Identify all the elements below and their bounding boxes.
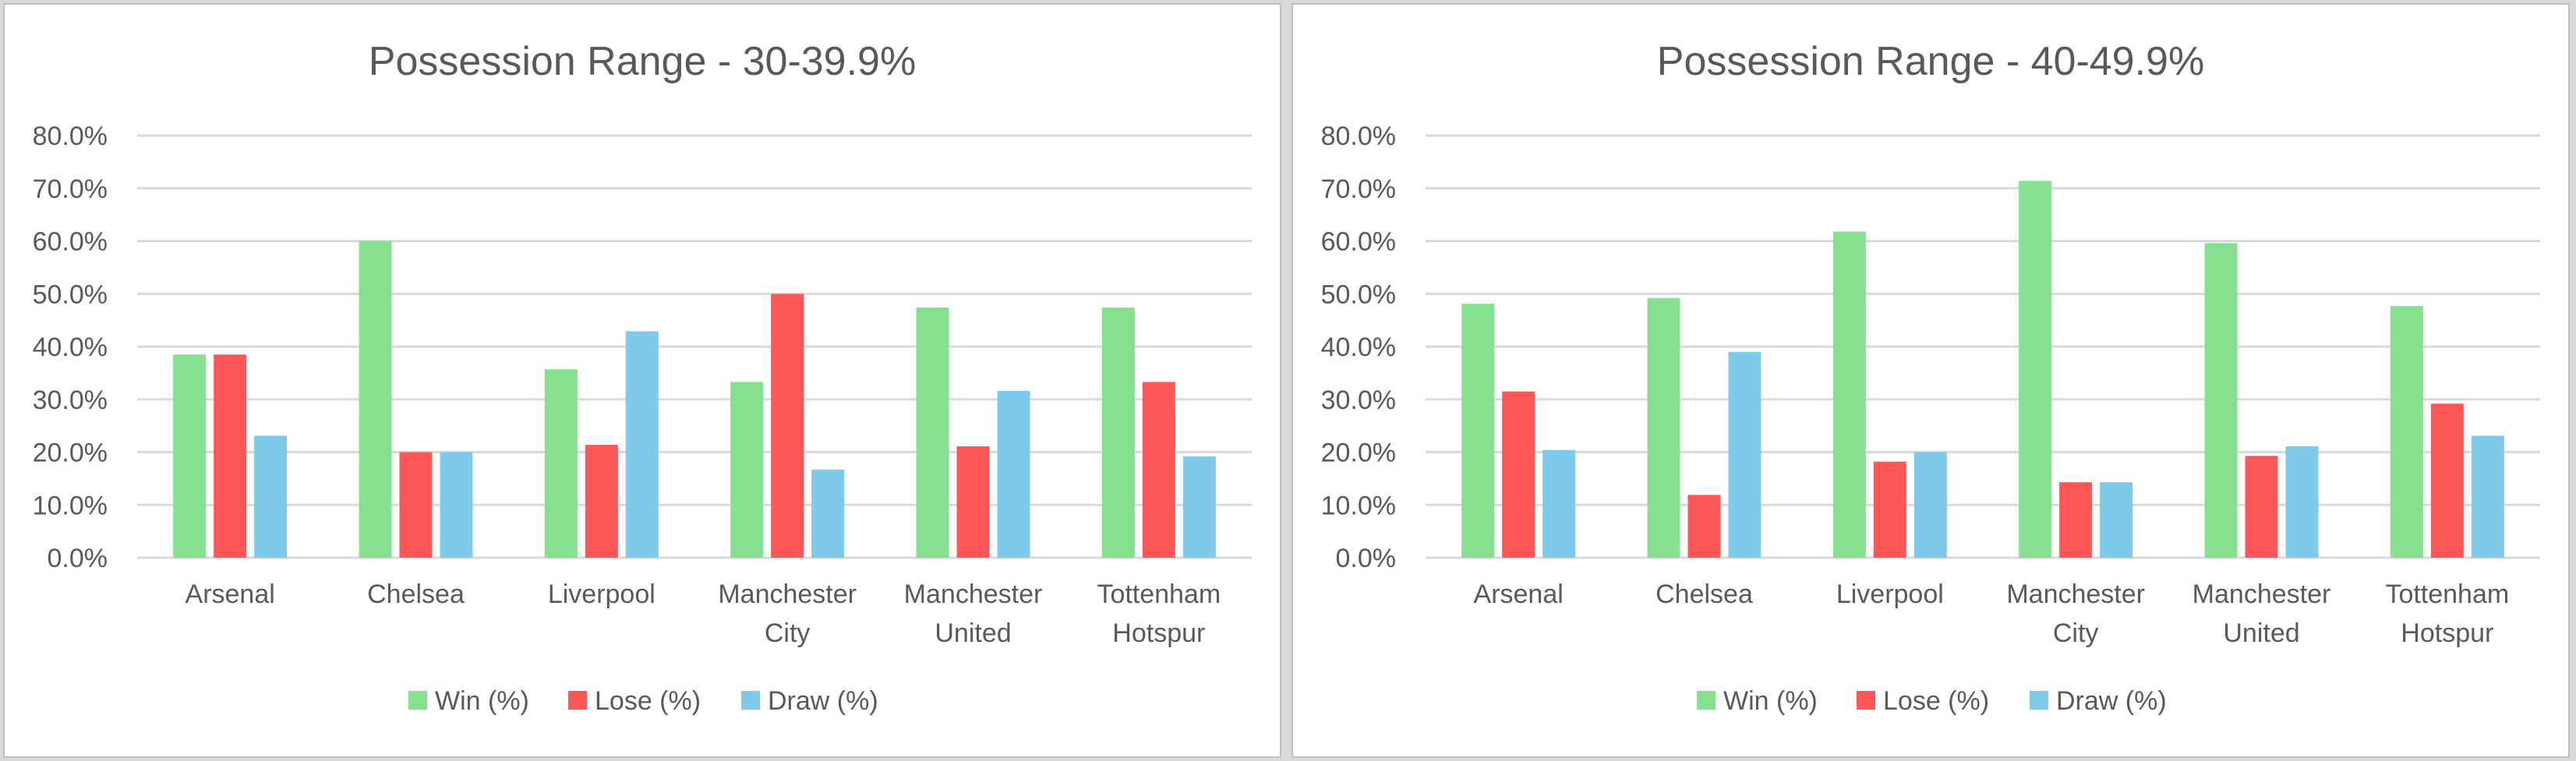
legend-label-win: Win (%) xyxy=(1723,686,1818,716)
bar-lose-liverpool xyxy=(1873,461,1906,558)
legend-label-draw: Draw (%) xyxy=(768,686,878,716)
y-tick-label: 0.0% xyxy=(1336,544,1397,573)
bar-lose-manchester-city xyxy=(2059,482,2093,558)
bar-draw-arsenal xyxy=(1542,449,1576,558)
x-category-label: Chelsea xyxy=(1655,580,1753,609)
bar-lose-manchester-city xyxy=(771,294,804,558)
legend-swatch-draw xyxy=(741,691,760,710)
bar-draw-manchester-city xyxy=(2100,482,2133,558)
chart-title: Possession Range - 30-39.9% xyxy=(369,39,916,84)
legend-swatch-win xyxy=(408,691,427,710)
bar-lose-arsenal xyxy=(1502,391,1535,558)
bar-draw-chelsea xyxy=(1728,351,1762,558)
y-tick-label: 40.0% xyxy=(33,333,108,362)
y-tick-label: 50.0% xyxy=(33,280,108,309)
y-tick-label: 20.0% xyxy=(1321,439,1396,468)
bar-lose-manchester-united xyxy=(956,446,990,558)
legend-swatch-lose xyxy=(1857,691,1875,710)
bar-draw-manchester-united xyxy=(997,390,1030,558)
legend-swatch-lose xyxy=(568,691,587,710)
x-category-label: Manchester United xyxy=(904,580,1043,648)
y-tick-label: 70.0% xyxy=(33,174,108,204)
bar-lose-arsenal xyxy=(214,354,247,558)
bar-draw-manchester-city xyxy=(811,469,845,558)
bar-lose-chelsea xyxy=(399,452,433,558)
chart-panel-left: Possession Range - 30-39.9% 0.0% 10.0% 20.0… xyxy=(3,3,1281,758)
legend-label-draw: Draw (%) xyxy=(2056,686,2167,716)
bar-win-arsenal xyxy=(173,354,207,558)
bar-draw-liverpool xyxy=(1913,452,1947,558)
bar-draw-tottenham-hotspur xyxy=(2471,435,2504,558)
bar-lose-chelsea xyxy=(1687,495,1721,558)
x-category-label: Tottenham Hotspur xyxy=(2385,580,2509,648)
x-category-label: Liverpool xyxy=(1836,580,1944,609)
bar-win-tottenham-hotspur xyxy=(1101,307,1135,558)
bar-draw-tottenham-hotspur xyxy=(1182,456,1216,558)
x-category-label: Manchester United xyxy=(2193,580,2331,648)
x-category-label: Arsenal xyxy=(1474,580,1564,609)
y-tick-label: 20.0% xyxy=(33,439,108,468)
bar-draw-chelsea xyxy=(440,452,473,558)
bar-lose-liverpool xyxy=(585,445,618,558)
bar-win-tottenham-hotspur xyxy=(2390,305,2423,558)
y-tick-label: 60.0% xyxy=(1321,227,1396,257)
bar-win-manchester-city xyxy=(2019,181,2052,558)
legend-label-lose: Lose (%) xyxy=(595,686,701,716)
bar-win-chelsea xyxy=(1647,298,1680,558)
bar-win-liverpool xyxy=(1832,231,1866,558)
y-tick-label: 30.0% xyxy=(33,386,108,415)
y-tick-label: 70.0% xyxy=(1321,174,1396,204)
bar-lose-tottenham-hotspur xyxy=(2430,403,2464,558)
y-tick-label: 80.0% xyxy=(1321,122,1396,151)
y-tick-label: 40.0% xyxy=(1321,333,1396,362)
y-tick-label: 80.0% xyxy=(33,122,108,151)
bar-chart-left: Possession Range - 30-39.9% 0.0% 10.0% 20.0… xyxy=(33,39,1252,716)
y-tick-label: 50.0% xyxy=(1321,280,1396,309)
y-tick-label: 0.0% xyxy=(48,544,108,573)
x-category-label: Manchester City xyxy=(718,580,857,648)
bar-draw-manchester-united xyxy=(2285,446,2319,558)
legend-swatch-win xyxy=(1697,691,1716,710)
bar-win-manchester-united xyxy=(916,307,949,558)
chart-panel-right: Possession Range - 40-49.9% 0.0% 10.0% 20.0… xyxy=(1292,3,2570,758)
x-category-label: Arsenal xyxy=(186,580,275,609)
bar-win-manchester-city xyxy=(730,382,764,558)
bar-lose-tottenham-hotspur xyxy=(1142,382,1175,558)
chart-title: Possession Range - 40-49.9% xyxy=(1657,39,2204,84)
x-category-label: Tottenham Hotspur xyxy=(1097,580,1221,648)
legend-label-win: Win (%) xyxy=(435,686,529,716)
x-category-label: Manchester City xyxy=(2006,580,2145,648)
bar-win-chelsea xyxy=(359,241,392,558)
y-tick-label: 10.0% xyxy=(1321,491,1396,520)
bar-win-arsenal xyxy=(1461,304,1495,558)
x-category-label: Liverpool xyxy=(548,580,655,609)
y-tick-label: 60.0% xyxy=(33,227,108,257)
legend-swatch-draw xyxy=(2030,691,2048,710)
y-tick-label: 30.0% xyxy=(1321,386,1396,415)
bar-chart-right: Possession Range - 40-49.9% 0.0% 10.0% 20.0… xyxy=(1321,39,2540,716)
y-tick-label: 10.0% xyxy=(33,491,108,520)
x-category-label: Chelsea xyxy=(367,580,465,609)
legend-label-lose: Lose (%) xyxy=(1883,686,1989,716)
bar-lose-manchester-united xyxy=(2245,456,2278,558)
bar-draw-arsenal xyxy=(254,435,288,558)
bar-win-manchester-united xyxy=(2204,243,2238,558)
bar-win-liverpool xyxy=(544,369,578,558)
bar-draw-liverpool xyxy=(625,331,659,558)
